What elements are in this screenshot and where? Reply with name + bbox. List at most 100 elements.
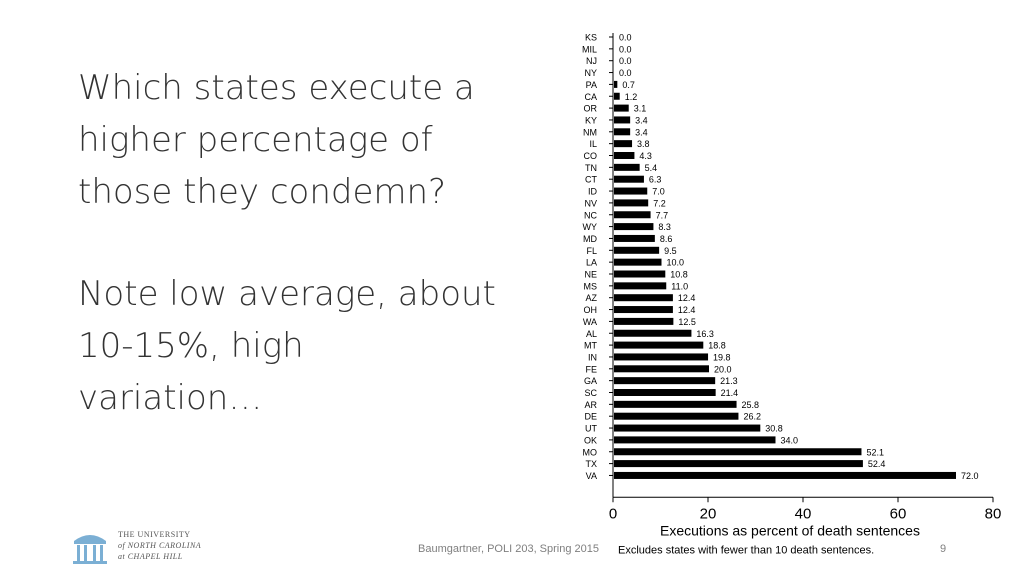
value-label-ne: 10.8 xyxy=(670,270,688,280)
bar-ut xyxy=(614,424,761,432)
value-label-mt: 18.8 xyxy=(708,341,726,351)
category-label-ne: NE xyxy=(584,270,597,280)
value-label-az: 12.4 xyxy=(678,293,696,303)
value-label-ct: 6.3 xyxy=(649,175,662,185)
category-label-or: OR xyxy=(584,104,598,114)
value-label-mo: 52.1 xyxy=(866,447,884,457)
category-label-nm: NM xyxy=(583,127,597,137)
logo-wordmark: THE UNIVERSITY of NORTH CAROLINA at CHAP… xyxy=(118,529,201,562)
x-tick-label-80: 80 xyxy=(985,505,1002,522)
category-label-fl: FL xyxy=(586,246,597,256)
value-label-tx: 52.4 xyxy=(868,459,886,469)
category-label-va: VA xyxy=(586,471,597,481)
category-label-mt: MT xyxy=(584,341,597,351)
category-label-nv: NV xyxy=(584,198,597,208)
value-label-oh: 12.4 xyxy=(678,305,696,315)
bar-ms xyxy=(614,282,667,290)
bar-ca xyxy=(614,92,620,100)
bar-id xyxy=(614,187,648,195)
x-tick-label-20: 20 xyxy=(700,505,717,522)
value-label-sc: 21.4 xyxy=(721,388,739,398)
value-label-ms: 11.0 xyxy=(671,281,688,291)
category-label-mil: MIL xyxy=(582,44,597,54)
bar-co xyxy=(614,152,635,159)
category-label-az: AZ xyxy=(585,293,597,303)
value-label-ny: 0.0 xyxy=(619,68,632,78)
bar-nv xyxy=(614,199,649,207)
bar-ok xyxy=(614,436,776,444)
value-label-ok: 34.0 xyxy=(781,435,799,445)
value-label-nj: 0.0 xyxy=(619,56,632,66)
value-label-wy: 8.3 xyxy=(658,222,671,232)
category-label-nj: NJ xyxy=(586,56,597,66)
bar-ne xyxy=(614,270,666,278)
category-label-pa: PA xyxy=(586,80,597,90)
bar-ar xyxy=(614,400,737,408)
bar-sc xyxy=(614,389,716,396)
bar-fe xyxy=(614,365,709,373)
value-label-nm: 3.4 xyxy=(635,127,648,137)
value-label-ga: 21.3 xyxy=(720,376,738,386)
category-label-md: MD xyxy=(583,234,597,244)
bar-tn xyxy=(614,163,640,171)
bar-pa xyxy=(614,80,618,88)
bar-tx xyxy=(614,460,863,468)
x-tick-label-0: 0 xyxy=(609,505,617,522)
bar-de xyxy=(614,412,739,420)
category-label-ar: AR xyxy=(584,400,597,410)
value-label-il: 3.8 xyxy=(637,139,650,149)
category-label-wy: WY xyxy=(583,222,598,232)
category-label-ks: KS xyxy=(585,33,597,43)
category-label-ut: UT xyxy=(585,424,597,434)
category-label-co: CO xyxy=(584,151,598,161)
bar-la xyxy=(614,258,662,266)
value-label-mil: 0.0 xyxy=(619,44,632,54)
category-label-mo: MO xyxy=(583,447,598,457)
bar-wy xyxy=(614,223,654,231)
x-axis-title: Executions as percent of death sentences xyxy=(660,522,920,538)
old-well-icon xyxy=(73,535,107,564)
category-label-ct: CT xyxy=(585,175,597,185)
bar-ky xyxy=(614,116,631,124)
category-label-la: LA xyxy=(586,258,597,268)
footer-credit: Baumgartner, POLI 203, Spring 2015 xyxy=(418,543,600,555)
value-label-in: 19.8 xyxy=(713,352,731,362)
category-label-wa: WA xyxy=(583,317,597,327)
slide-text: Which states execute a higher percentage… xyxy=(78,62,498,474)
category-label-ca: CA xyxy=(584,92,597,102)
bar-al xyxy=(614,329,692,337)
value-label-va: 72.0 xyxy=(961,471,979,481)
bar-az xyxy=(614,294,673,302)
bar-il xyxy=(614,140,633,148)
slide-note: Note low average, about 10-15%, high var… xyxy=(78,274,496,418)
value-label-id: 7.0 xyxy=(652,187,665,197)
value-label-nv: 7.2 xyxy=(653,198,666,208)
value-label-ar: 25.8 xyxy=(742,400,760,410)
category-label-sc: SC xyxy=(584,388,597,398)
value-label-ut: 30.8 xyxy=(765,424,783,434)
category-label-oh: OH xyxy=(584,305,598,315)
logo-line-2: of NORTH CAROLINA xyxy=(118,541,202,550)
value-label-md: 8.6 xyxy=(660,234,673,244)
value-label-wa: 12.5 xyxy=(678,317,696,327)
executions-bar-chart: KS 0.0 MIL 0.0 NJ 0.0 NY 0.0 PA 0.7 CA 1.2 OR 3.1 KY 3.… xyxy=(582,33,1002,557)
bar-wa xyxy=(614,317,674,325)
category-label-ga: GA xyxy=(584,376,597,386)
value-label-nc: 7.7 xyxy=(656,210,669,220)
bar-in xyxy=(614,353,709,361)
value-label-tn: 5.4 xyxy=(645,163,658,173)
value-label-fl: 9.5 xyxy=(664,246,677,256)
x-tick-label-60: 60 xyxy=(890,505,907,522)
category-label-de: DE xyxy=(584,412,597,422)
bar-md xyxy=(614,234,655,242)
category-label-nc: NC xyxy=(584,210,597,220)
bar-oh xyxy=(614,306,673,314)
value-label-ks: 0.0 xyxy=(619,33,632,43)
category-label-ok: OK xyxy=(584,435,597,445)
category-label-tn: TN xyxy=(585,163,597,173)
bar-ga xyxy=(614,377,716,385)
x-tick-label-40: 40 xyxy=(795,505,812,522)
bar-nc xyxy=(614,211,651,219)
value-label-al: 16.3 xyxy=(696,329,714,339)
bar-mt xyxy=(614,341,704,349)
